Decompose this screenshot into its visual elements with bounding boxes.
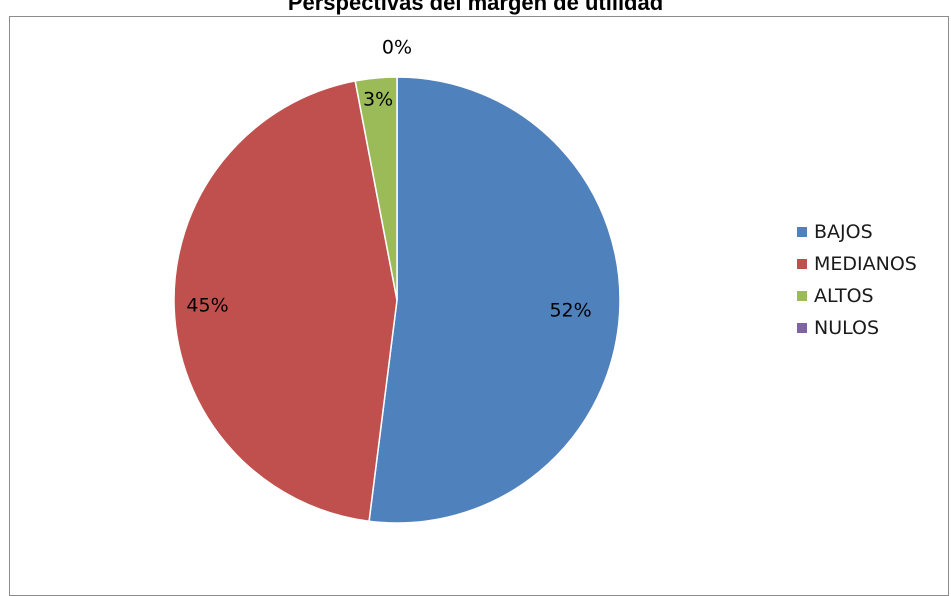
legend: BAJOS MEDIANOS ALTOS NULOS xyxy=(797,216,917,344)
legend-item-altos: ALTOS xyxy=(797,280,917,312)
legend-item-medianos: MEDIANOS xyxy=(797,248,917,280)
legend-label-nulos: NULOS xyxy=(814,317,880,339)
legend-swatch-altos xyxy=(797,291,807,301)
data-label-altos: 3% xyxy=(363,89,393,111)
data-label-medianos: 45% xyxy=(186,294,228,316)
legend-item-nulos: NULOS xyxy=(797,312,917,344)
data-label-nulos: 0% xyxy=(382,37,412,59)
pie-slice-bajos xyxy=(368,76,621,524)
legend-swatch-nulos xyxy=(797,323,807,333)
legend-swatch-medianos xyxy=(797,259,807,269)
pie-chart: 52% 45% 3% 0% xyxy=(173,37,621,524)
chart-title: Perspectivas del margen de utilidad xyxy=(287,0,664,15)
pie-slice-medianos xyxy=(173,80,398,523)
legend-item-bajos: BAJOS xyxy=(797,216,917,248)
legend-swatch-bajos xyxy=(797,227,807,237)
legend-label-altos: ALTOS xyxy=(814,285,874,307)
legend-label-bajos: BAJOS xyxy=(814,221,873,243)
pie-slice-altos xyxy=(354,76,398,301)
legend-label-medianos: MEDIANOS xyxy=(814,253,917,275)
data-label-bajos: 52% xyxy=(549,299,591,321)
